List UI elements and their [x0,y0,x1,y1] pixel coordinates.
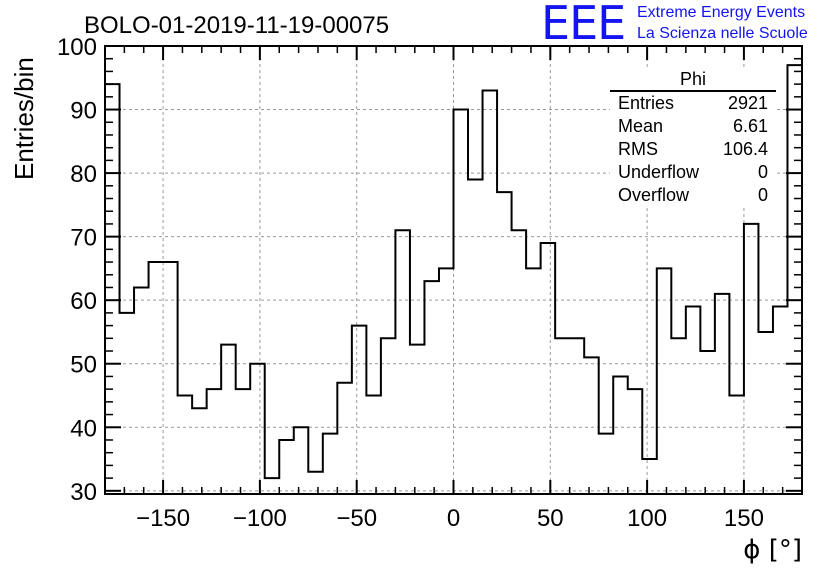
stats-divider [610,90,776,92]
y-tick-label: 40 [70,415,97,442]
stats-value: 6.61 [732,116,768,136]
y-tick-label: 60 [70,288,97,315]
stats-row-rms: RMS 106.4 [618,138,768,160]
x-tick-label: −50 [336,505,377,532]
x-tick-label: 50 [537,505,564,532]
x-tick-label: 0 [447,505,460,532]
x-axis-ticks: −150 −100 −50 0 50 100 150 [123,46,784,532]
x-tick-label: −100 [233,505,287,532]
x-tick-label: 100 [627,505,667,532]
chart-title: BOLO-01-2019-11-19-00075 [84,12,389,39]
y-axis-label: Entries/bin [9,57,39,180]
y-tick-label: 80 [70,161,97,188]
stats-value: 106.4 [722,139,768,159]
x-tick-label: −150 [136,505,190,532]
stats-row-entries: Entries 2921 [618,92,768,114]
y-tick-label: 70 [70,225,97,252]
y-axis-ticks: 30 40 50 60 70 80 90 100 [57,34,802,506]
x-tick-label: 150 [724,505,764,532]
stats-row-underflow: Underflow 0 [618,161,768,183]
stats-title: Phi [679,69,706,89]
stats-value: 0 [757,185,768,205]
stats-value: 0 [757,162,768,182]
logo-line-1: Extreme Energy Events [637,4,806,21]
eee-logo-mark: EEE [541,0,626,50]
y-tick-label: 90 [70,98,97,125]
stats-row-overflow: Overflow 0 [618,184,768,206]
y-tick-label: 30 [70,479,97,506]
stats-key: Overflow [618,185,690,205]
stats-box: Phi Entries 2921 Mean 6.61 RMS 106.4 Und… [610,68,776,208]
stats-value: 2921 [727,93,768,113]
logo-line-2: La Scienza nelle Scuole [637,25,808,42]
stats-row-mean: Mean 6.61 [618,115,768,137]
x-axis-label: ϕ [°] [743,535,802,565]
y-tick-label: 50 [70,352,97,379]
histogram-step-line [105,64,803,480]
stats-key: Mean [618,116,664,136]
stats-key: Entries [618,93,675,113]
stats-key: Underflow [618,162,700,182]
stats-key: RMS [618,139,658,159]
y-tick-label: 100 [57,34,97,61]
